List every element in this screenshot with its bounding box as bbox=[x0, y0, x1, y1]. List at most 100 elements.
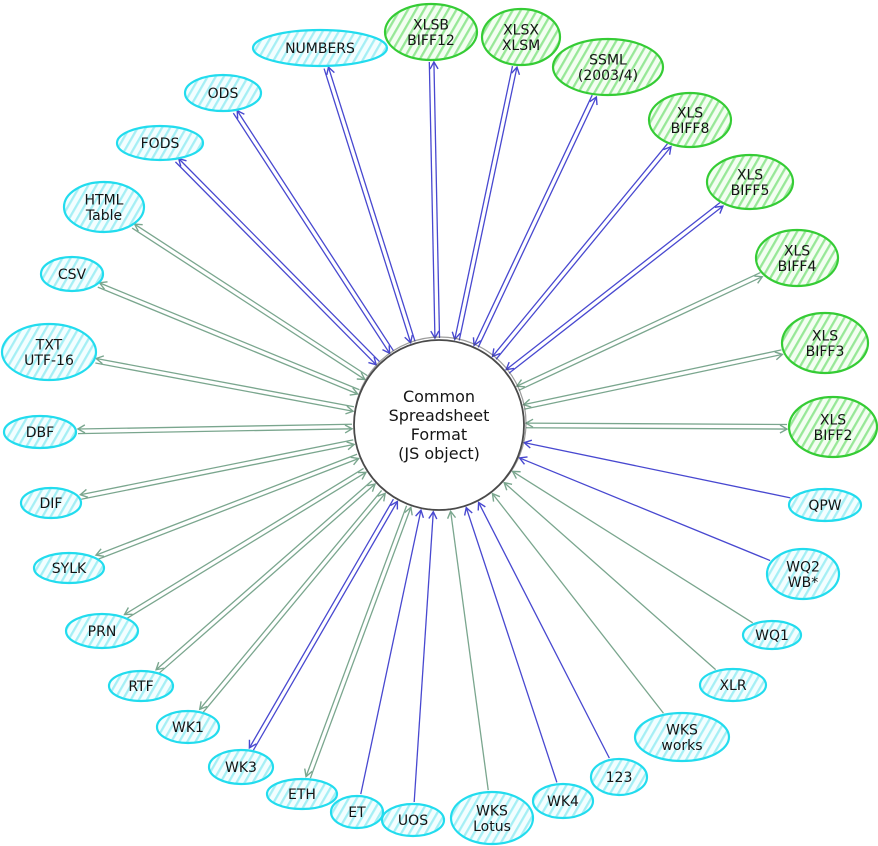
format-node-wk4-label: WK4 bbox=[547, 794, 579, 810]
format-node-dif-label: DIF bbox=[40, 496, 63, 512]
edge-xlsx-xlsm-read-arrow bbox=[451, 66, 514, 341]
format-node-eth-label: ETH bbox=[288, 787, 316, 803]
format-node-uos-label: UOS bbox=[398, 813, 428, 829]
format-node-xls-biff4-label: BIFF4 bbox=[778, 259, 817, 275]
edge-numbers bbox=[323, 65, 416, 345]
edge-wk3-read-arrow bbox=[252, 500, 399, 751]
format-node-eth-shape bbox=[265, 777, 339, 811]
edge-fods bbox=[174, 157, 380, 366]
format-node-ods-shape bbox=[183, 73, 263, 113]
format-node-xls-biff8-shape bbox=[647, 91, 733, 149]
format-node-wk3: WK3 bbox=[207, 748, 275, 786]
edge-wq1-read-arrow bbox=[511, 470, 754, 624]
edge-xls-biff8 bbox=[491, 143, 672, 360]
edge-numbers-write-arrow bbox=[326, 65, 416, 342]
edge-eth-read-arrow bbox=[309, 506, 413, 779]
format-node-xls-biff4-shape bbox=[754, 228, 840, 288]
format-node-xls-biff5-label: BIFF5 bbox=[731, 183, 770, 199]
format-node-xls-biff8-label: BIFF8 bbox=[671, 121, 710, 137]
edge-wk4 bbox=[463, 506, 558, 783]
edge-xls-biff2 bbox=[524, 418, 789, 434]
format-node-txt-utf16-shape bbox=[0, 322, 98, 382]
edge-txt-utf16 bbox=[94, 355, 355, 415]
format-node-rtf-shape bbox=[107, 669, 175, 703]
format-node-sylk-label: SYLK bbox=[52, 561, 87, 577]
edge-ods bbox=[232, 109, 395, 355]
format-node-xlr-label: XLR bbox=[719, 678, 746, 694]
format-node-et-label: ET bbox=[348, 805, 366, 821]
edge-wk3-write-arrow bbox=[248, 498, 394, 750]
edge-ods-write-arrow bbox=[236, 109, 395, 352]
format-node-sylk-shape bbox=[32, 551, 106, 585]
edge-xlsx-xlsm-write-arrow bbox=[458, 65, 521, 341]
edge-prn-read-arrow bbox=[126, 471, 368, 620]
format-node-wks-works-shape bbox=[633, 711, 731, 763]
format-node-wk3-shape bbox=[207, 748, 275, 786]
format-node-ods-label: ODS bbox=[208, 86, 239, 102]
edge-xls-biff3-read-arrow bbox=[522, 349, 782, 408]
edge-xlsb-biff12 bbox=[428, 60, 441, 340]
format-node-wq1-label: WQ1 bbox=[755, 628, 789, 644]
format-node-dbf-shape bbox=[2, 414, 78, 450]
format-node-xlr: XLR bbox=[698, 667, 768, 703]
format-node-xls-biff2-label: BIFF2 bbox=[814, 428, 853, 444]
edge-xls-biff3-write-arrow bbox=[524, 351, 784, 410]
format-node-123-shape bbox=[589, 757, 649, 797]
edge-xlr bbox=[503, 481, 717, 671]
edge-sylk bbox=[94, 453, 360, 560]
edge-html-table bbox=[131, 223, 368, 381]
edge-txt-utf16-read-arrow bbox=[95, 362, 355, 415]
edge-rtf-read-arrow bbox=[158, 483, 377, 674]
edge-et-read-arrow bbox=[360, 508, 425, 795]
edge-csv-read-arrow bbox=[97, 286, 359, 396]
format-node-numbers-label: NUMBERS bbox=[285, 41, 355, 57]
edge-csv-write-arrow bbox=[98, 281, 360, 391]
format-node-qpw-label: QPW bbox=[808, 498, 841, 514]
edge-dbf-write-arrow bbox=[76, 423, 352, 434]
edge-wk4-read-arrow bbox=[463, 506, 558, 783]
format-node-wq1-shape bbox=[741, 619, 803, 651]
format-node-xls-biff5-shape bbox=[705, 153, 795, 211]
edge-xls-biff4-write-arrow bbox=[518, 275, 764, 391]
edge-html-table-write-arrow bbox=[133, 223, 368, 377]
format-node-csv: CSV bbox=[39, 255, 105, 293]
edge-xls-biff8-write-arrow bbox=[495, 145, 672, 360]
edge-rtf bbox=[155, 480, 377, 674]
edge-wq2-wb-read-arrow bbox=[518, 456, 771, 562]
edge-wq2-wb bbox=[518, 456, 771, 562]
format-node-xlsx-xlsm-label: XLSM bbox=[502, 38, 540, 54]
format-node-dbf-label: DBF bbox=[26, 425, 54, 441]
format-node-wq1: WQ1 bbox=[741, 619, 803, 651]
format-node-csv-label: CSV bbox=[58, 267, 87, 283]
edge-sylk-read-arrow bbox=[97, 456, 360, 560]
edge-dbf bbox=[76, 423, 354, 435]
edge-ssml bbox=[472, 94, 598, 348]
format-node-ssml-label: SSML bbox=[589, 52, 627, 68]
format-node-prn-shape bbox=[64, 612, 140, 650]
edge-wk1-read-arrow bbox=[202, 492, 387, 713]
edge-eth-write-arrow bbox=[304, 505, 408, 778]
format-node-xlr-shape bbox=[698, 667, 768, 703]
edge-qpw bbox=[522, 439, 791, 499]
edges-layer bbox=[76, 60, 791, 803]
edge-prn-write-arrow bbox=[123, 467, 364, 616]
edge-ssml-write-arrow bbox=[477, 95, 598, 348]
edge-txt-utf16-write-arrow bbox=[94, 355, 355, 408]
format-node-123-label: 123 bbox=[606, 770, 633, 786]
edge-wk1 bbox=[198, 490, 387, 713]
edge-123 bbox=[477, 501, 610, 759]
edge-uos bbox=[413, 510, 438, 803]
center-node-label: Spreadsheet bbox=[389, 406, 490, 425]
format-node-dbf: DBF bbox=[2, 414, 78, 450]
